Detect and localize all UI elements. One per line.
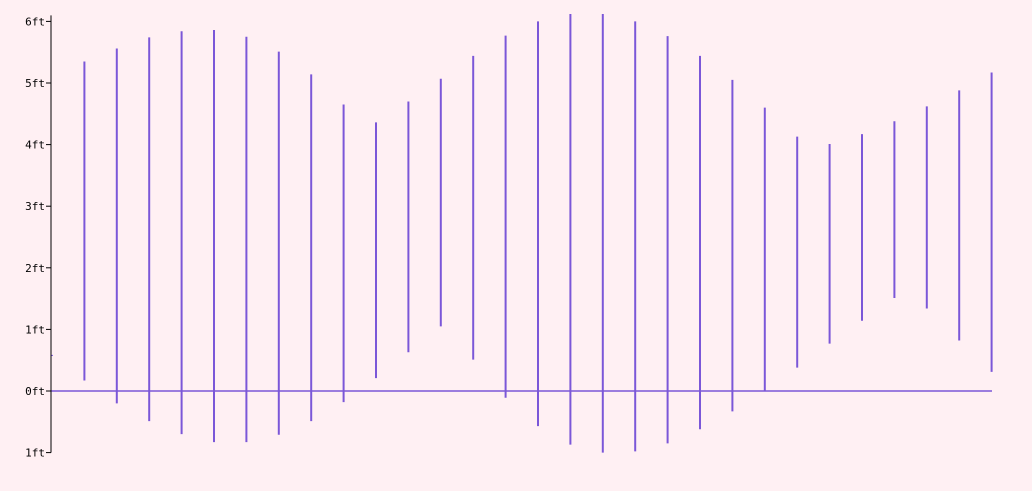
- y-tick-label: 4ft: [25, 139, 45, 152]
- y-tick-label: 1ft: [25, 323, 45, 336]
- y-tick-label: 0ft: [25, 385, 45, 398]
- y-tick-label: 2ft: [25, 262, 45, 275]
- y-tick-label: 6ft: [25, 15, 45, 28]
- y-axis: 6ft 5ft 4ft 3ft 2ft 1ft 0ft 1ft: [25, 15, 52, 460]
- y-tick-label: 5ft: [25, 77, 45, 90]
- y-tick-label: 3ft: [25, 200, 45, 213]
- y-tick-label: 1ft: [25, 447, 45, 460]
- range-bars: [51, 14, 993, 453]
